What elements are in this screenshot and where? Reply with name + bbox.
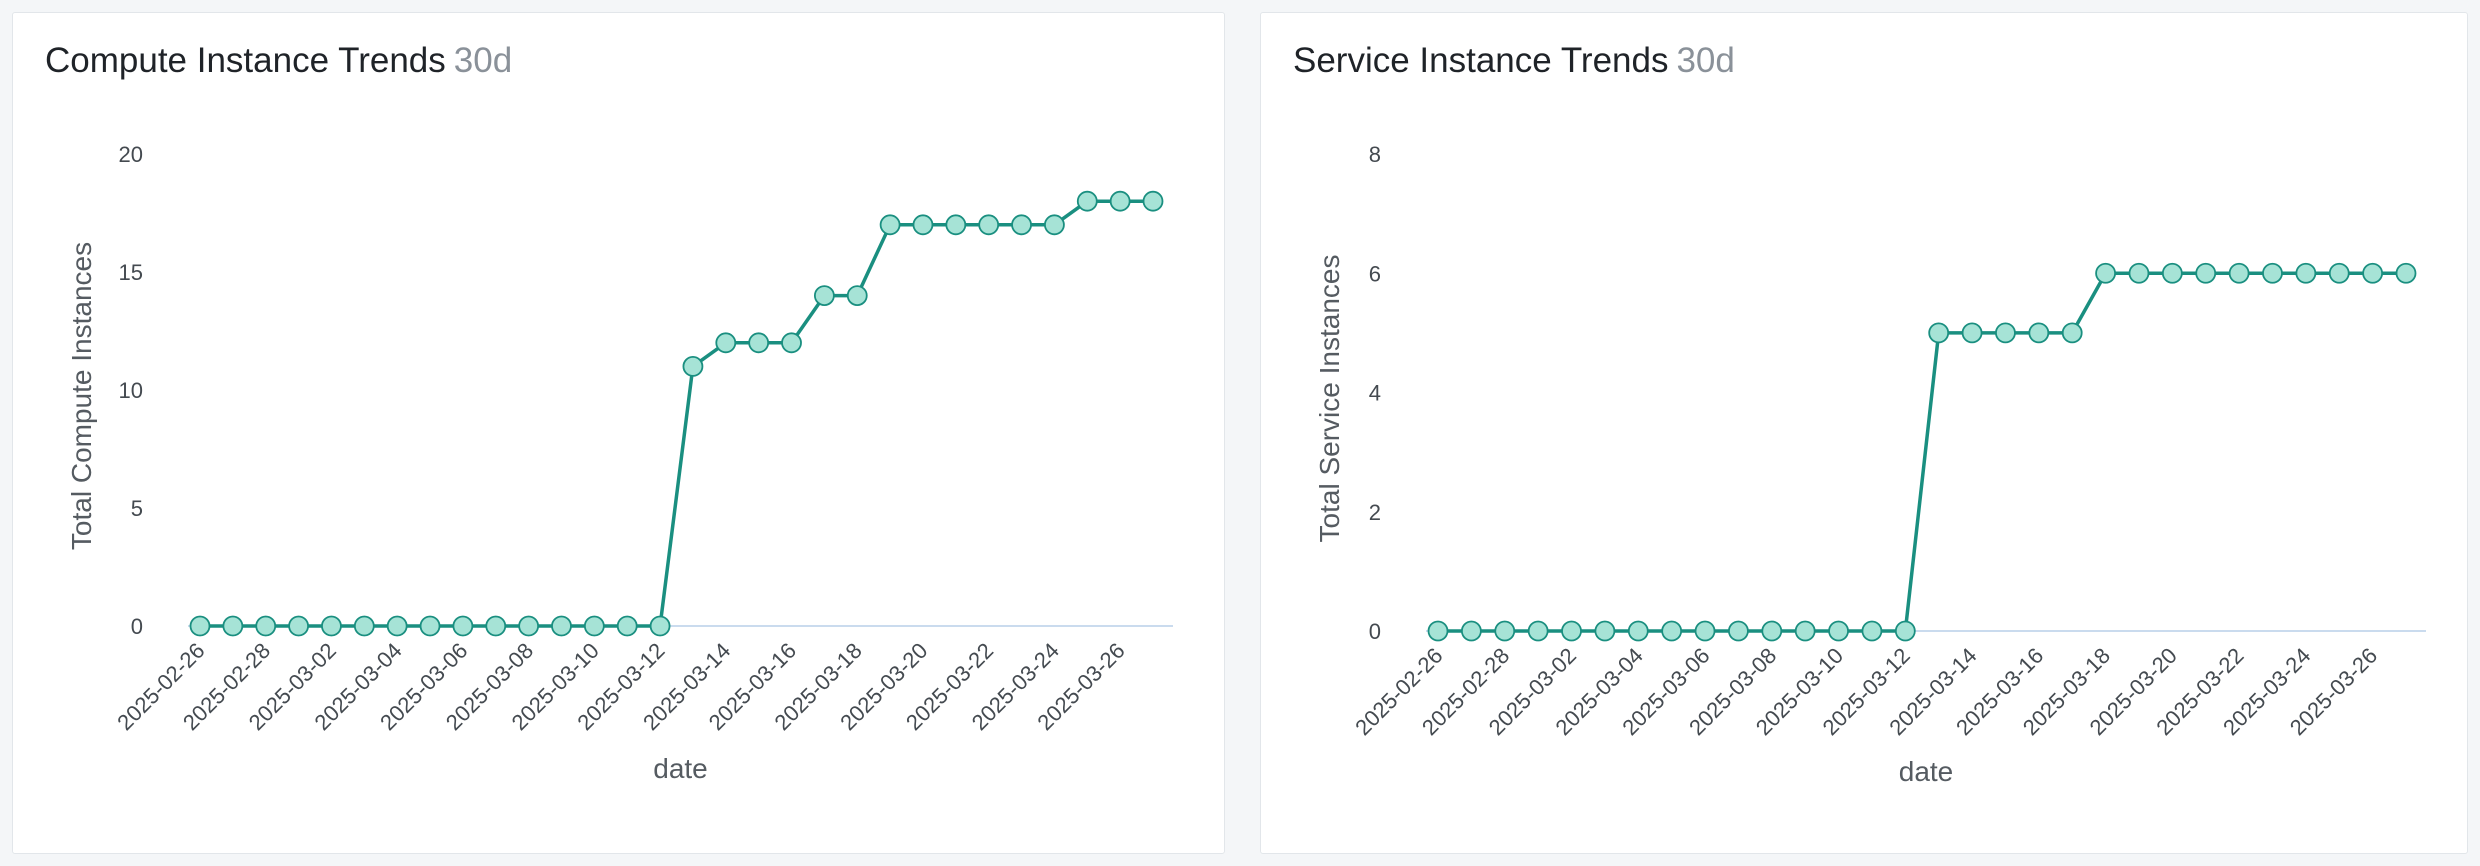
y-tick-label: 5 — [131, 496, 143, 521]
data-point — [1527, 620, 1549, 642]
data-point — [1011, 214, 1032, 236]
data-point — [1828, 620, 1849, 642]
data-point — [1427, 620, 1449, 642]
data-point — [551, 615, 572, 637]
data-point — [189, 615, 211, 637]
y-tick-label: 0 — [131, 614, 143, 639]
data-point — [485, 615, 507, 637]
data-point — [1494, 620, 1516, 642]
data-point — [1661, 620, 1683, 642]
data-point — [1728, 620, 1749, 642]
data-point — [2362, 262, 2384, 284]
y-tick-label: 4 — [1369, 381, 1381, 406]
data-point — [846, 285, 868, 307]
data-point — [682, 355, 704, 377]
series-line — [200, 199, 1153, 628]
data-point — [912, 214, 934, 236]
data-point — [2395, 262, 2417, 284]
panel-title: Compute Instance Trends 30d — [45, 41, 512, 81]
data-point — [1460, 620, 1482, 642]
y-axis-title: Total Service Instances — [1314, 255, 1345, 543]
y-tick-label: 0 — [1369, 619, 1381, 644]
compute-instance-trends-panel: Compute Instance Trends 30d 0 5 10 15 20 2025-… — [12, 12, 1225, 854]
data-point — [978, 214, 1000, 236]
data-point — [1794, 620, 1816, 642]
data-point — [288, 615, 309, 637]
data-point — [1627, 620, 1649, 642]
y-tick-label: 20 — [119, 142, 143, 167]
data-point — [1561, 620, 1582, 642]
compute-instance-chart: 051015202025-02-262025-02-282025-03-0220… — [66, 142, 1173, 784]
series-line — [1438, 271, 2406, 633]
data-point — [781, 332, 802, 354]
data-point — [2161, 262, 2183, 284]
data-point — [255, 615, 277, 637]
data-point — [748, 332, 770, 354]
y-tick-label: 8 — [1369, 142, 1381, 167]
data-point — [2262, 262, 2283, 284]
data-point — [1995, 322, 2016, 344]
data-point — [1961, 322, 1983, 344]
data-point — [2295, 262, 2317, 284]
time-range-label: 30d — [1676, 41, 1735, 80]
data-point — [2328, 262, 2350, 284]
data-point — [1594, 620, 1616, 642]
data-point — [386, 615, 408, 637]
data-point — [1076, 190, 1098, 212]
data-point — [2128, 262, 2150, 284]
data-point — [649, 615, 671, 637]
data-point — [813, 285, 835, 307]
data-point — [2228, 262, 2250, 284]
panel-title-text: Service Instance Trends — [1293, 41, 1669, 80]
y-axis-title: Total Compute Instances — [66, 242, 97, 550]
data-point — [1694, 620, 1716, 642]
data-point — [2195, 262, 2217, 284]
data-point — [1044, 214, 1065, 236]
data-point — [616, 615, 638, 637]
data-point — [518, 615, 540, 637]
data-point — [1894, 620, 1916, 642]
data-point — [1109, 190, 1131, 212]
data-point — [1928, 322, 1950, 344]
data-point — [353, 615, 375, 637]
data-point — [321, 615, 342, 637]
data-point — [879, 214, 901, 236]
service-instance-trends-panel: Service Instance Trends 30d 0 2 4 6 8 2025-02-… — [1260, 12, 2468, 854]
data-point — [1861, 620, 1883, 642]
service-instance-chart: 024682025-02-262025-02-282025-03-022025-… — [1314, 142, 2426, 787]
y-tick-label: 10 — [119, 378, 143, 403]
data-point — [452, 615, 474, 637]
panel-title-text: Compute Instance Trends — [45, 41, 446, 80]
x-axis-title: date — [1899, 756, 1954, 787]
data-point — [1142, 190, 1164, 212]
data-point — [583, 615, 605, 637]
data-point — [2028, 322, 2050, 344]
x-axis-title: date — [653, 753, 708, 784]
data-point — [419, 615, 441, 637]
data-point — [2061, 322, 2083, 344]
data-point — [945, 214, 967, 236]
y-tick-label: 6 — [1369, 261, 1381, 286]
time-range-label: 30d — [453, 41, 513, 80]
y-tick-label: 15 — [119, 260, 143, 285]
data-point — [222, 615, 244, 637]
y-tick-label: 2 — [1369, 500, 1381, 525]
data-point — [2095, 262, 2116, 284]
panel-title: Service Instance Trends 30d — [1293, 41, 1735, 81]
data-point — [1761, 620, 1783, 642]
data-point — [715, 332, 737, 354]
